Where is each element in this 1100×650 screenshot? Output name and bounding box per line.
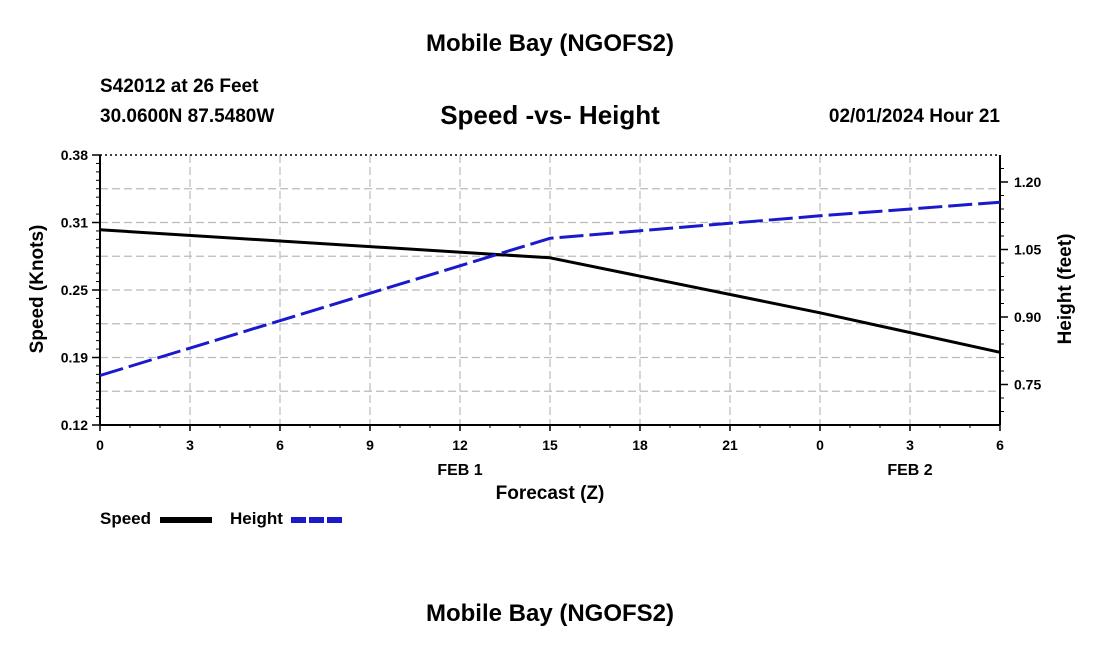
y-left-tick-label: 0.19 xyxy=(61,350,88,366)
x-tick-label: 15 xyxy=(542,437,558,453)
x-tick-label: 0 xyxy=(816,437,824,453)
x-tick-label: 21 xyxy=(722,437,738,453)
x-tick-label: 3 xyxy=(906,437,914,453)
legend-swatch-speed xyxy=(160,517,212,523)
x-tick-label: 6 xyxy=(996,437,1004,453)
chart-title: Speed -vs- Height xyxy=(440,100,660,130)
x-tick-label: 18 xyxy=(632,437,648,453)
series-line-speed xyxy=(99,228,1001,354)
x-axis-title: Forecast (Z) xyxy=(495,483,605,504)
legend-label-speed: Speed xyxy=(100,509,152,528)
y-right-tick-label: 0.90 xyxy=(1014,309,1041,325)
page-title-top: Mobile Bay (NGOFS2) xyxy=(425,30,675,57)
y-axis-left-title: Speed (Knots) xyxy=(27,224,48,354)
y-axis-right-title: Height (feet) xyxy=(1055,233,1076,345)
legend-swatch-height xyxy=(291,517,343,523)
y-right-tick-label: 0.75 xyxy=(1014,377,1041,393)
x-tick-label: 12 xyxy=(452,437,468,453)
y-left-tick-label: 0.25 xyxy=(61,282,88,298)
series-line-height xyxy=(99,200,1001,377)
labels-layer: 0 3 6 9 12 15 18 21 0 3 6 FEB 1 FEB 2 0.12 0.19 0.25 0.3… xyxy=(61,147,1042,479)
x-date-label: FEB 2 xyxy=(887,462,932,479)
legend-label-height: Height xyxy=(230,509,283,528)
page-title-bottom: Mobile Bay (NGOFS2) xyxy=(425,600,675,627)
series-layer xyxy=(99,200,1001,377)
axes-layer xyxy=(92,154,1008,431)
x-tick-label: 9 xyxy=(366,437,374,453)
x-date-label: FEB 1 xyxy=(437,462,482,479)
x-tick-label: 0 xyxy=(96,437,104,453)
station-label: S42012 at 26 Feet xyxy=(100,76,259,97)
x-tick-label: 3 xyxy=(186,437,194,453)
datetime-label: 02/01/2024 Hour 21 xyxy=(828,106,1000,127)
x-tick-label: 6 xyxy=(276,437,284,453)
y-right-tick-label: 1.05 xyxy=(1014,242,1041,258)
y-left-tick-label: 0.38 xyxy=(61,147,88,163)
coordinates-label: 30.0600N 87.5480W xyxy=(100,106,275,127)
grid-layer xyxy=(100,155,1000,425)
y-right-tick-label: 1.20 xyxy=(1014,174,1041,190)
y-left-tick-label: 0.31 xyxy=(61,215,88,231)
y-left-tick-label: 0.12 xyxy=(61,417,88,433)
